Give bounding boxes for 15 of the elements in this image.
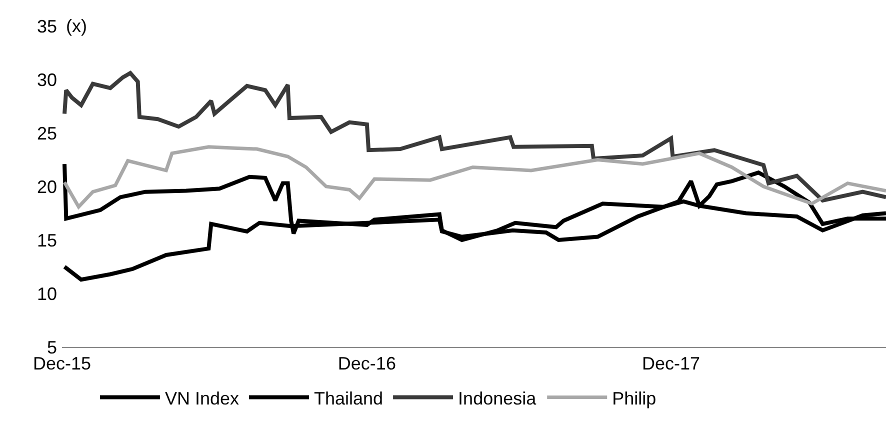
y-axis-title: (x) bbox=[66, 16, 87, 36]
legend-label: Indonesia bbox=[458, 388, 538, 408]
x-tick-label: Dec-17 bbox=[642, 354, 700, 374]
y-tick-label: 25 bbox=[36, 123, 57, 144]
y-tick-label: 15 bbox=[36, 230, 57, 250]
line-series bbox=[62, 145, 886, 209]
line-series bbox=[62, 71, 886, 202]
legend-label: VN Index bbox=[164, 388, 240, 408]
y-tick-label: 20 bbox=[36, 176, 57, 197]
y-tick-label: 30 bbox=[36, 70, 57, 90]
y-tick-label: 35 bbox=[36, 16, 57, 36]
x-tick-label: Dec-16 bbox=[338, 354, 396, 374]
y-tick-label: 10 bbox=[36, 284, 57, 304]
legend-label: Thailand bbox=[314, 388, 384, 408]
legend-label: Philip bbox=[612, 388, 656, 408]
